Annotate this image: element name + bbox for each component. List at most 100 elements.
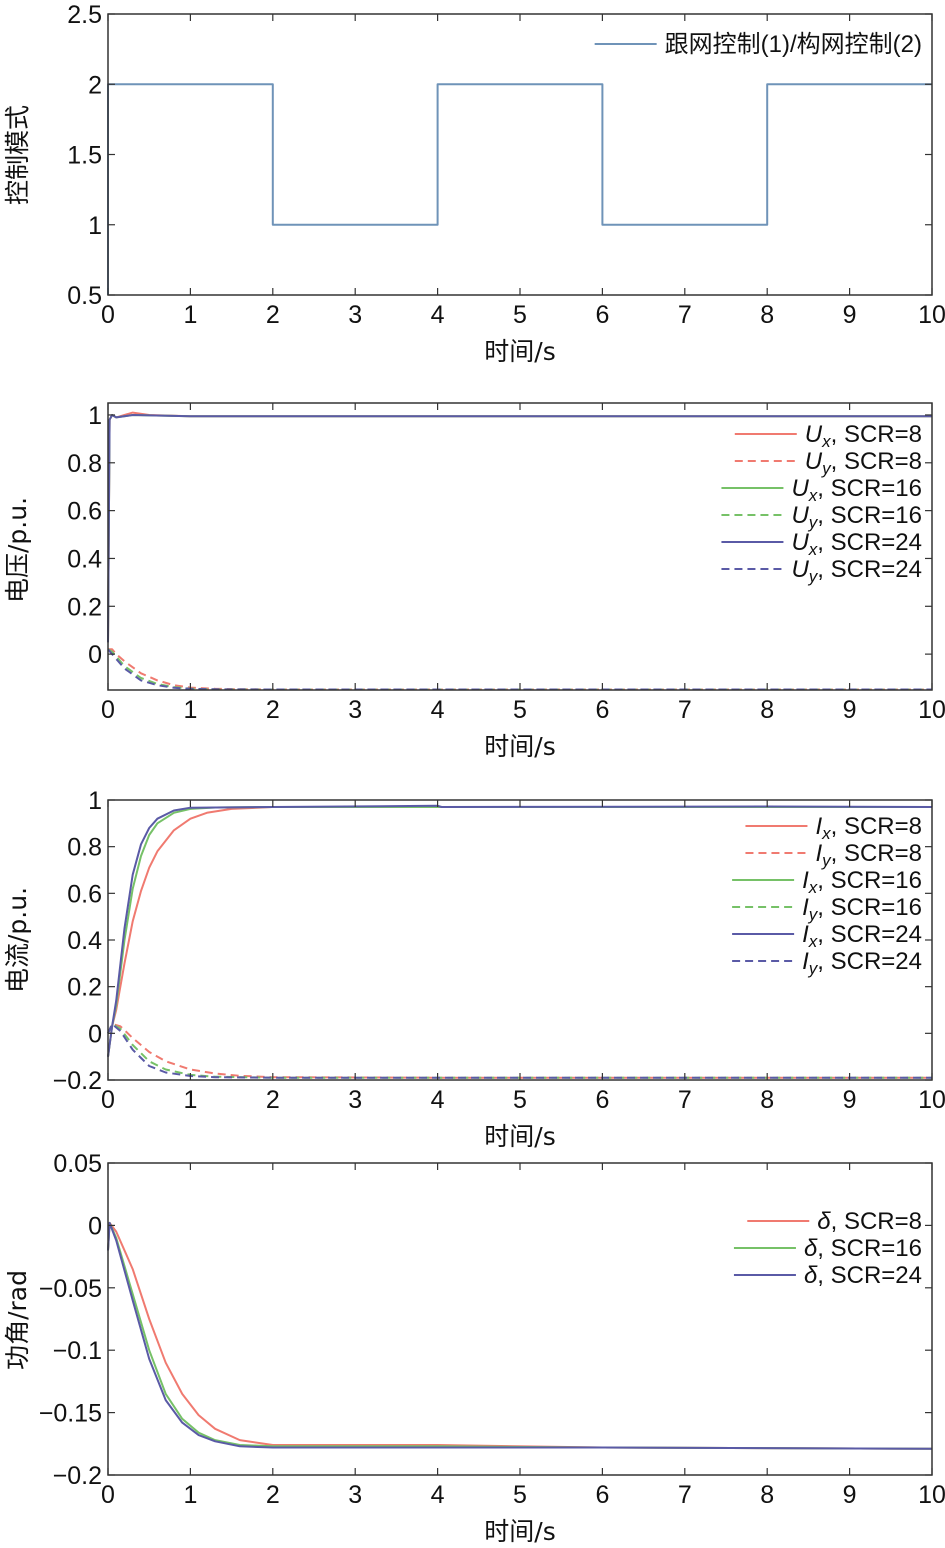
y-tick-label: 0.8 [67,450,102,478]
legend-entry: Ix, SCR=8 [745,813,922,843]
y-tick-label: 1.5 [67,142,102,170]
svg-text:Ux, SCR=8: Ux, SCR=8 [805,421,922,451]
x-axis-label: 时间/s [484,1517,555,1546]
legend-entry: Ix, SCR=16 [732,867,922,897]
series-line-4-3 [107,1221,933,1450]
y-tick-label: 0 [88,1212,102,1240]
x-tick-label: 5 [513,696,527,724]
svg-text:Uy, SCR=16: Uy, SCR=16 [791,502,922,532]
y-tick-label: 0.6 [67,498,102,526]
svg-text:Ux, SCR=24: Ux, SCR=24 [791,529,922,559]
x-tick-label: 9 [843,696,857,724]
x-tick-label: 7 [678,696,692,724]
x-tick-label: 7 [678,1481,692,1509]
x-tick-label: 1 [183,1086,197,1114]
x-tick-label: 3 [348,301,362,329]
series-line-3-4 [107,1023,932,1079]
y-tick-label: 0.2 [67,593,102,621]
y-axis-label: 电压/p.u. [3,497,32,603]
legend-entry: Ux, SCR=8 [734,421,922,451]
y-tick-label: 0.05 [53,1150,102,1178]
legend-entry: δ, SCR=8 [747,1208,922,1235]
y-tick-label: 0.4 [67,545,102,573]
x-tick-label: 1 [183,696,197,724]
x-tick-label: 1 [183,1481,197,1509]
series-line-4-1 [107,1221,933,1450]
y-tick-label: −0.2 [53,1067,102,1095]
y-tick-label: 2.5 [67,1,102,29]
x-tick-label: 6 [595,696,609,724]
x-tick-label: 9 [843,1481,857,1509]
y-tick-label: 0 [88,641,102,669]
legend-entry: Ux, SCR=24 [721,529,922,559]
legend-entry: Iy, SCR=16 [732,894,922,924]
series-line-2-5 [107,414,932,643]
x-tick-label: 8 [760,1086,774,1114]
svg-text:Ix, SCR=8: Ix, SCR=8 [815,813,922,843]
x-tick-label: 5 [513,301,527,329]
x-tick-label: 10 [918,1086,945,1114]
svg-text:Ix, SCR=16: Ix, SCR=16 [802,867,922,897]
x-tick-label: 8 [760,696,774,724]
legend-entry: Ix, SCR=24 [732,921,922,951]
y-axis-label: 电流/p.u. [3,887,32,993]
x-tick-label: 4 [431,301,445,329]
svg-text:Iy, SCR=24: Iy, SCR=24 [802,948,922,978]
legend-entry: δ, SCR=16 [733,1235,922,1262]
y-tick-label: 0.4 [67,927,102,955]
legend-entry: 跟网控制(1)/构网控制(2) [594,31,922,58]
y-tick-label: 1 [88,402,102,430]
x-tick-label: 4 [431,1481,445,1509]
x-axis-label: 时间/s [484,732,555,761]
x-tick-label: 2 [266,1086,280,1114]
x-axis-label: 时间/s [484,1122,555,1151]
x-tick-label: 4 [431,696,445,724]
x-tick-label: 6 [595,301,609,329]
y-tick-label: 0 [88,1020,102,1048]
y-tick-label: −0.2 [53,1462,102,1490]
y-tick-label: 1 [88,212,102,240]
svg-text:跟网控制(1)/构网控制(2): 跟网控制(1)/构网控制(2) [665,31,922,58]
series-line-3-5 [107,804,933,1057]
x-tick-label: 8 [760,301,774,329]
y-tick-label: 1 [88,787,102,815]
svg-text:Uy, SCR=24: Uy, SCR=24 [791,556,922,586]
svg-text:δ, SCR=8: δ, SCR=8 [817,1208,922,1235]
legend-entry: Uy, SCR=24 [721,556,922,586]
x-tick-label: 2 [266,696,280,724]
x-tick-label: 5 [513,1481,527,1509]
x-tick-label: 0 [101,1481,115,1509]
legend: 跟网控制(1)/构网控制(2) [594,31,922,58]
y-tick-label: 0.5 [67,282,102,310]
x-tick-label: 3 [348,1086,362,1114]
y-tick-label: 0.2 [67,974,102,1002]
legend: δ, SCR=8δ, SCR=16δ, SCR=24 [733,1208,922,1289]
x-tick-label: 9 [843,1086,857,1114]
y-tick-label: 2 [88,71,102,99]
x-tick-label: 2 [266,1481,280,1509]
x-tick-label: 9 [843,301,857,329]
legend-entry: Uy, SCR=8 [734,448,922,478]
x-tick-label: 5 [513,1086,527,1114]
svg-text:δ, SCR=24: δ, SCR=24 [804,1262,922,1289]
x-axis-label: 时间/s [484,337,555,366]
legend-entry: δ, SCR=24 [733,1262,922,1289]
y-tick-label: −0.05 [39,1275,102,1303]
x-tick-label: 10 [918,301,945,329]
y-tick-label: −0.1 [53,1337,102,1365]
y-axis-label: 控制模式 [3,105,32,205]
series-line-1-1 [107,83,932,295]
x-tick-label: 10 [918,696,945,724]
legend-entry: Iy, SCR=24 [732,948,922,978]
x-tick-label: 0 [101,696,115,724]
chart-panel-1: 0 1 2 3 4 5 6 7 8 9 10 0.5 1 1.5 2 2.5 时间/s 控制模式 跟网控制(1)/构… [3,1,945,366]
chart-panel-2: 0 1 2 3 4 5 6 7 8 9 10 0 0.2 0.4 0.6 0.8 1 时间/s 电压/p.u. Ux,… [3,402,945,761]
x-tick-label: 3 [348,1481,362,1509]
x-tick-label: 0 [101,1086,115,1114]
svg-text:Iy, SCR=16: Iy, SCR=16 [802,894,922,924]
chart-panel-4: 0 1 2 3 4 5 6 7 8 9 10 −0.2 −0.15 −0.1 −0.05 0 0.05 时间/s 功… [3,1150,945,1546]
y-tick-label: 0.8 [67,834,102,862]
